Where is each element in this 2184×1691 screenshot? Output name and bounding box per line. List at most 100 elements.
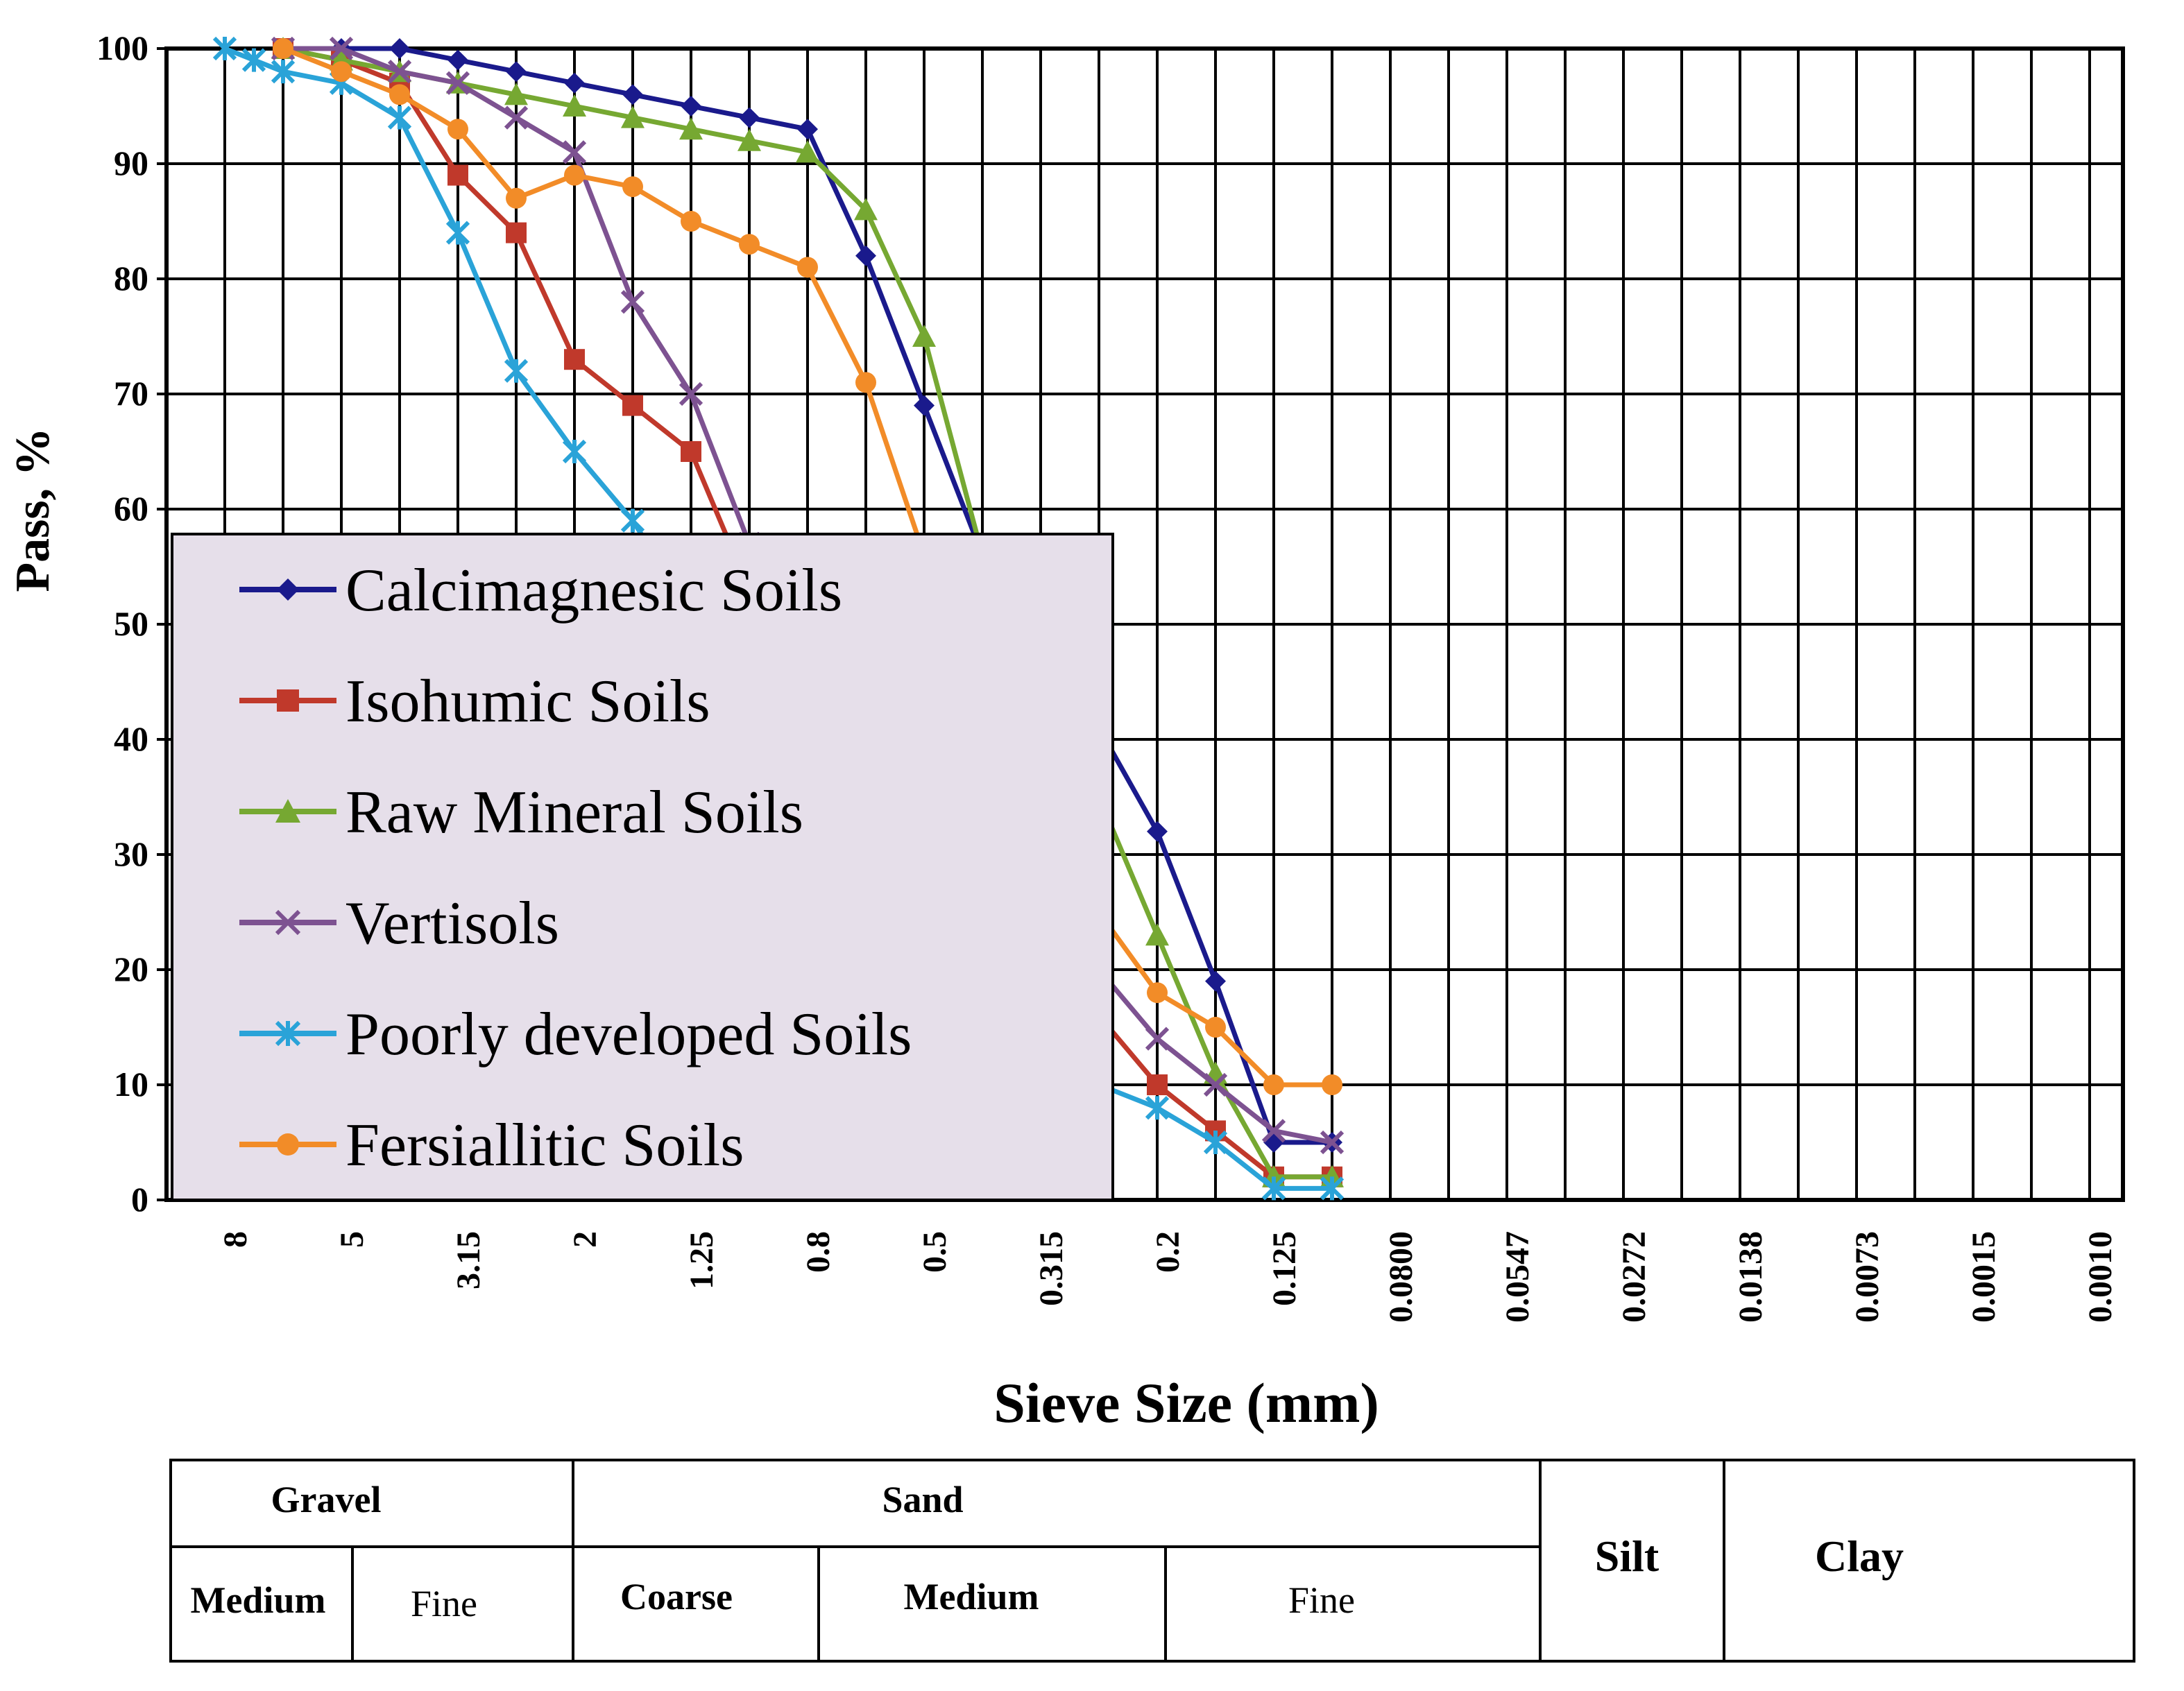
y-tick-label: 30 bbox=[114, 834, 148, 873]
data-point bbox=[329, 36, 354, 61]
data-point bbox=[389, 84, 410, 105]
classification-frame bbox=[169, 1459, 2135, 1663]
data-point bbox=[1203, 1130, 1228, 1155]
legend-swatch-marker bbox=[277, 689, 299, 712]
data-point bbox=[620, 290, 645, 314]
legend-label: Vertisols bbox=[345, 890, 559, 957]
data-point bbox=[1320, 1130, 1345, 1155]
gravel-label: Gravel bbox=[271, 1479, 382, 1520]
x-tick-label: 0.0800 bbox=[1383, 1231, 1419, 1323]
y-tick-label: 0 bbox=[131, 1180, 148, 1219]
data-point bbox=[621, 105, 645, 128]
sand-fine-label: Fine bbox=[1288, 1579, 1355, 1621]
legend-swatch-marker bbox=[275, 1020, 301, 1047]
soil-classification-table bbox=[169, 1459, 2135, 1663]
silt-label: Silt bbox=[1595, 1531, 1660, 1581]
legend-item: Raw Mineral Soils bbox=[239, 779, 803, 846]
y-axis-label: Pass, % bbox=[6, 427, 60, 592]
data-point bbox=[797, 257, 818, 278]
data-point bbox=[681, 211, 701, 232]
data-point bbox=[562, 439, 587, 464]
legend-swatch-marker bbox=[277, 1133, 299, 1156]
data-point bbox=[504, 105, 529, 130]
x-tick-label: 0.0010 bbox=[2082, 1231, 2119, 1323]
sand-coarse-label: Coarse bbox=[620, 1576, 733, 1617]
y-tick-label: 100 bbox=[96, 28, 148, 67]
data-point bbox=[622, 84, 643, 105]
x-tick-label: 3.15 bbox=[450, 1231, 487, 1289]
data-point bbox=[737, 128, 761, 151]
x-axis-label: Sieve Size (mm) bbox=[993, 1371, 1379, 1434]
data-point bbox=[679, 117, 703, 140]
data-point bbox=[387, 105, 412, 130]
y-tick-label: 10 bbox=[114, 1065, 148, 1104]
y-tick-label: 70 bbox=[114, 374, 148, 413]
x-tick-label: 0.5 bbox=[916, 1231, 953, 1273]
x-tick-label: 8 bbox=[217, 1231, 254, 1248]
data-point bbox=[797, 119, 818, 140]
data-point bbox=[1261, 1176, 1286, 1201]
x-tick-label: 5 bbox=[334, 1231, 370, 1248]
data-point bbox=[1147, 982, 1168, 1004]
y-tick-label: 20 bbox=[114, 950, 148, 988]
data-point bbox=[1320, 1176, 1345, 1201]
legend-item: Vertisols bbox=[239, 890, 559, 957]
data-point bbox=[1205, 1017, 1226, 1038]
data-point bbox=[447, 49, 468, 71]
x-tick-label: 1.25 bbox=[683, 1231, 720, 1289]
data-point bbox=[622, 395, 643, 416]
data-point bbox=[331, 61, 352, 83]
data-point bbox=[564, 164, 585, 186]
x-tick-label: 0.315 bbox=[1033, 1231, 1070, 1306]
data-point bbox=[1147, 821, 1168, 842]
data-point bbox=[1203, 1072, 1228, 1097]
data-point bbox=[1145, 1027, 1170, 1051]
data-point bbox=[914, 395, 935, 416]
gravel-fine-label: Fine bbox=[411, 1583, 477, 1624]
legend: Calcimagnesic Soils Isohumic Soils Raw Min… bbox=[171, 533, 1114, 1201]
data-point bbox=[387, 60, 412, 84]
data-point bbox=[1147, 1074, 1168, 1095]
clay-label: Clay bbox=[1815, 1531, 1904, 1581]
data-point bbox=[855, 372, 876, 393]
data-point bbox=[855, 245, 876, 266]
gravel-medium-label: Medium bbox=[191, 1579, 326, 1621]
x-tick-label: 0.0272 bbox=[1616, 1231, 1653, 1323]
data-point bbox=[796, 140, 819, 163]
x-axis: 8 5 3.15 2 1.25 0.8 0.5 0.315 0.2 0.125 0.0800 0.05… bbox=[217, 1231, 2119, 1323]
data-point bbox=[564, 349, 585, 370]
data-point bbox=[1263, 1074, 1284, 1095]
sand-label: Sand bbox=[882, 1479, 963, 1520]
y-tick-label: 90 bbox=[114, 144, 148, 182]
data-point bbox=[447, 164, 468, 186]
data-point bbox=[681, 96, 701, 117]
legend-item: Calcimagnesic Soils bbox=[239, 557, 842, 624]
legend-label: Fersiallitic Soils bbox=[345, 1112, 744, 1179]
x-tick-label: 0.0138 bbox=[1732, 1231, 1769, 1323]
legend-swatch-marker bbox=[275, 909, 301, 936]
x-tick-label: 0.8 bbox=[800, 1231, 837, 1273]
data-point bbox=[504, 83, 528, 105]
data-point bbox=[445, 71, 470, 95]
data-point bbox=[562, 140, 587, 164]
data-point bbox=[447, 119, 468, 140]
legend-swatch-marker bbox=[275, 799, 300, 823]
data-point bbox=[563, 94, 586, 117]
legend-label: Isohumic Soils bbox=[345, 668, 710, 735]
x-tick-label: 0.125 bbox=[1266, 1231, 1303, 1306]
sand-medium-label: Medium bbox=[904, 1576, 1039, 1617]
data-point bbox=[854, 198, 878, 221]
data-point bbox=[681, 441, 701, 462]
data-point bbox=[1261, 1119, 1286, 1143]
y-tick-label: 80 bbox=[114, 259, 148, 298]
legend-item: Poorly developed Soils bbox=[239, 1001, 912, 1068]
legend-label: Poorly developed Soils bbox=[345, 1001, 912, 1068]
data-point bbox=[622, 176, 643, 198]
y-axis: 0 10 20 30 40 50 60 70 80 90 100 bbox=[96, 28, 167, 1219]
legend-item: Fersiallitic Soils bbox=[239, 1112, 744, 1179]
x-tick-label: 0.0073 bbox=[1849, 1231, 1886, 1323]
data-point bbox=[679, 381, 703, 406]
data-point bbox=[271, 60, 296, 84]
